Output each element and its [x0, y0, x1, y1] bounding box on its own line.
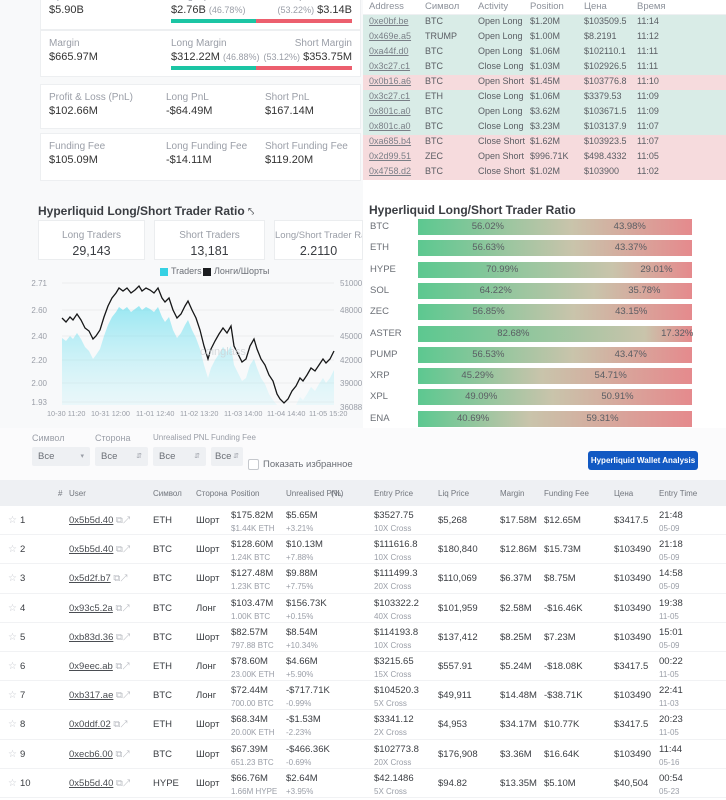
svg-text:10-30 11:20: 10-30 11:20 — [47, 409, 85, 418]
svg-text:2.60: 2.60 — [31, 306, 47, 315]
svg-text:11-03 14:00: 11-03 14:00 — [224, 409, 262, 418]
svg-text:39000: 39000 — [340, 379, 363, 388]
svg-text:2.20: 2.20 — [31, 356, 47, 365]
svg-text:2.00: 2.00 — [31, 379, 47, 388]
svg-text:coinglass: coinglass — [200, 346, 246, 358]
svg-text:45000: 45000 — [340, 332, 363, 341]
svg-text:2.71: 2.71 — [31, 279, 47, 288]
svg-text:48000: 48000 — [340, 306, 363, 315]
svg-text:42000: 42000 — [340, 356, 363, 365]
svg-text:11-04 14:40: 11-04 14:40 — [267, 409, 305, 418]
svg-text:11-01 12:40: 11-01 12:40 — [136, 409, 174, 418]
svg-text:1.93: 1.93 — [31, 398, 47, 407]
svg-text:2.40: 2.40 — [31, 332, 47, 341]
svg-text:11-05 15:20: 11-05 15:20 — [309, 409, 347, 418]
svg-text:51000: 51000 — [340, 279, 363, 288]
svg-text:10-31 12:00: 10-31 12:00 — [91, 409, 130, 418]
svg-text:11-02 13:20: 11-02 13:20 — [180, 409, 218, 418]
